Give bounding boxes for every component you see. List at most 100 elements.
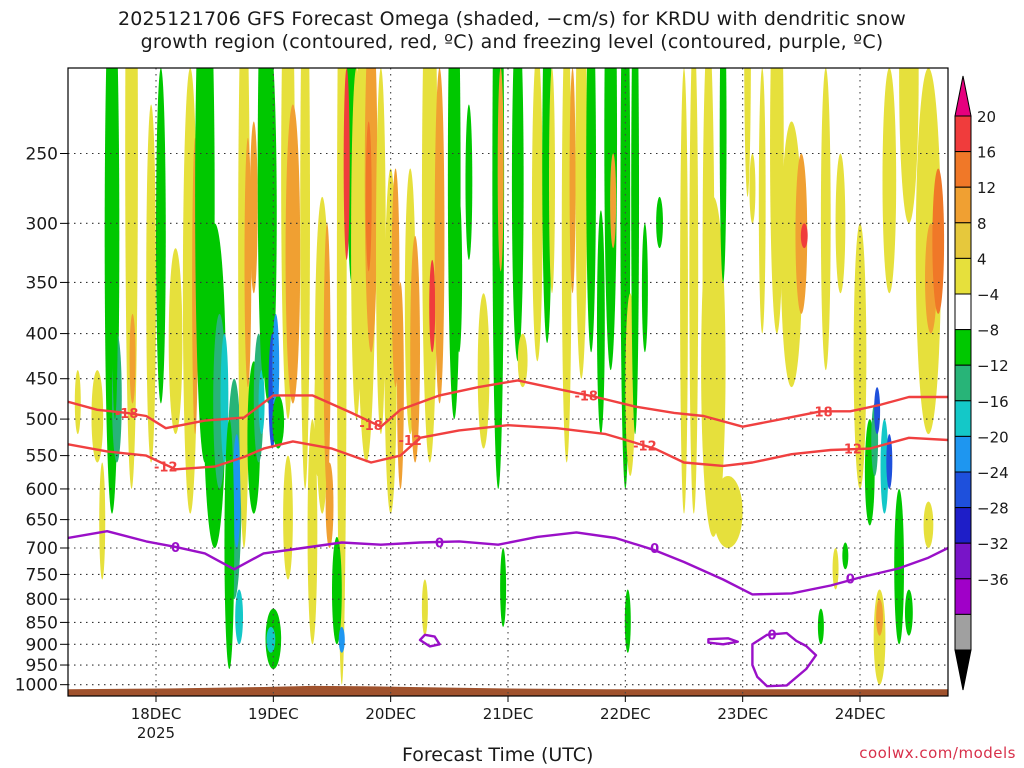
colorbar-label-5: −4 [977,286,999,304]
omega-cell-44 [332,536,342,645]
x-tick-label-3: 21DEC [483,705,534,723]
omega-cell-112 [886,434,893,489]
omega-cell-70 [517,333,528,388]
omega-cell-26 [258,370,265,435]
contour-label-1-0: -12 [154,461,178,476]
colorbar-box-13 [954,578,972,615]
omega-cell-54 [391,168,400,388]
omega-cell-64 [465,104,473,260]
omega-cell-86 [656,196,663,249]
omega-cell-8 [146,104,156,463]
colorbar-label-0: 20 [977,108,996,126]
omega-cell-71 [531,68,543,362]
colorbar-label-4: 4 [977,250,987,268]
omega-cell-99 [800,223,808,249]
omega-cell-36 [283,455,293,580]
omega-cell-85 [641,223,648,353]
omega-cell-37 [300,68,310,489]
omega-cell-9 [156,68,166,404]
colorbar-box-8 [954,400,972,437]
omega-cell-47 [343,68,350,260]
omega-cell-90 [701,196,726,537]
y-tick-label-500: 500 [26,410,58,430]
source-credit: coolwx.com/models [859,744,1016,762]
y-tick-label-850: 850 [26,613,58,633]
omega-cell-22 [244,137,252,388]
y-tick-label-550: 550 [26,447,58,467]
omega-cell-76 [575,68,588,379]
y-tick-label-800: 800 [26,590,58,610]
omega-cell-93 [744,68,751,197]
x-tick-label-0: 18DEC [131,705,182,723]
omega-cell-104 [817,608,824,645]
omega-cell-59 [429,259,436,353]
omega-cell-52 [376,68,386,435]
terrain-fill [68,685,948,696]
omega-cell-114 [894,488,904,645]
x-tick-label-4: 22DEC [600,705,651,723]
contour-label-2-1: 0 [435,536,444,551]
colorbar: 20 16 12 8 4 −4 −8 −12 −16 −20 −24 −28 −32 −36 [954,75,1009,691]
x-axis-title: Forecast Time (UTC) [402,744,594,766]
colorbar-label-8: −16 [977,393,1009,411]
colorbar-label-11: −28 [977,500,1009,518]
omega-cell-110 [876,599,883,636]
omega-cell-35 [285,104,301,404]
omega-cell-41 [323,223,331,489]
omega-cell-7 [129,313,136,404]
y-tick-label-250: 250 [26,144,58,164]
colorbar-box-2 [954,186,972,224]
chart-title-line-2: growth region (contoured, red, ºC) and f… [140,31,884,53]
colorbar-label-2: 12 [977,179,996,197]
omega-cell-67 [497,68,504,272]
contour-line-1 [68,424,948,471]
omega-cell-96 [770,68,784,334]
colorbar-box-4 [954,257,972,295]
omega-cell-61 [421,579,428,636]
y-tick-label-950: 950 [26,656,58,676]
colorbar-label-13: −36 [977,571,1009,589]
y-tick-label-700: 700 [26,539,58,559]
omega-cell-111 [880,419,889,514]
y-tick-label-600: 600 [26,480,58,500]
omega-cell-10 [168,248,183,435]
colorbar-label-9: −20 [977,428,1009,446]
omega-cell-95 [758,68,766,334]
colorbar-bottom-arrow [954,649,972,691]
omega-cell-65 [477,293,490,449]
y-tick-label-650: 650 [26,511,58,531]
omega-cell-58 [421,68,438,463]
x-tick-label-1: 19DEC [248,705,299,723]
omega-cell-73 [549,68,555,294]
y-tick-label-900: 900 [26,635,58,655]
chart-title-line-1: 2025121706 GFS Forecast Omega (shaded, −… [117,8,906,30]
omega-cell-38 [307,419,318,645]
contour-line-0 [68,379,948,430]
colorbar-label-10: −24 [977,464,1009,482]
contour-line-2 [68,530,948,596]
colorbar-box-5 [954,293,972,331]
omega-cell-23 [249,121,258,294]
contour-line-3 [751,631,818,688]
omega-cell-94 [749,153,756,224]
omega-cell-55 [397,282,404,489]
omega-cell-119 [932,168,945,314]
omega-cell-0 [74,370,81,435]
y-tick-label-1000: 1000 [15,676,58,696]
omega-cell-51 [365,121,372,272]
y-tick-label-750: 750 [26,565,58,585]
omega-cell-57 [410,235,420,463]
contour-line-4 [707,637,739,646]
colorbar-top-arrow [954,75,972,117]
contour-label-3-0: 0 [767,628,776,643]
omega-cell-43 [336,68,347,685]
x-tick-label-2: 20DEC [365,705,416,723]
colorbar-label-3: 8 [977,215,987,233]
x-tick-sublabel-0: 2025 [137,724,175,742]
omega-cell-42 [325,462,334,549]
colorbar-box-1 [954,151,972,188]
omega-cell-18 [232,434,241,549]
omega-cell-91 [713,475,743,549]
contour-label-0-0: -18 [115,407,139,422]
omega-cell-28 [260,68,277,404]
